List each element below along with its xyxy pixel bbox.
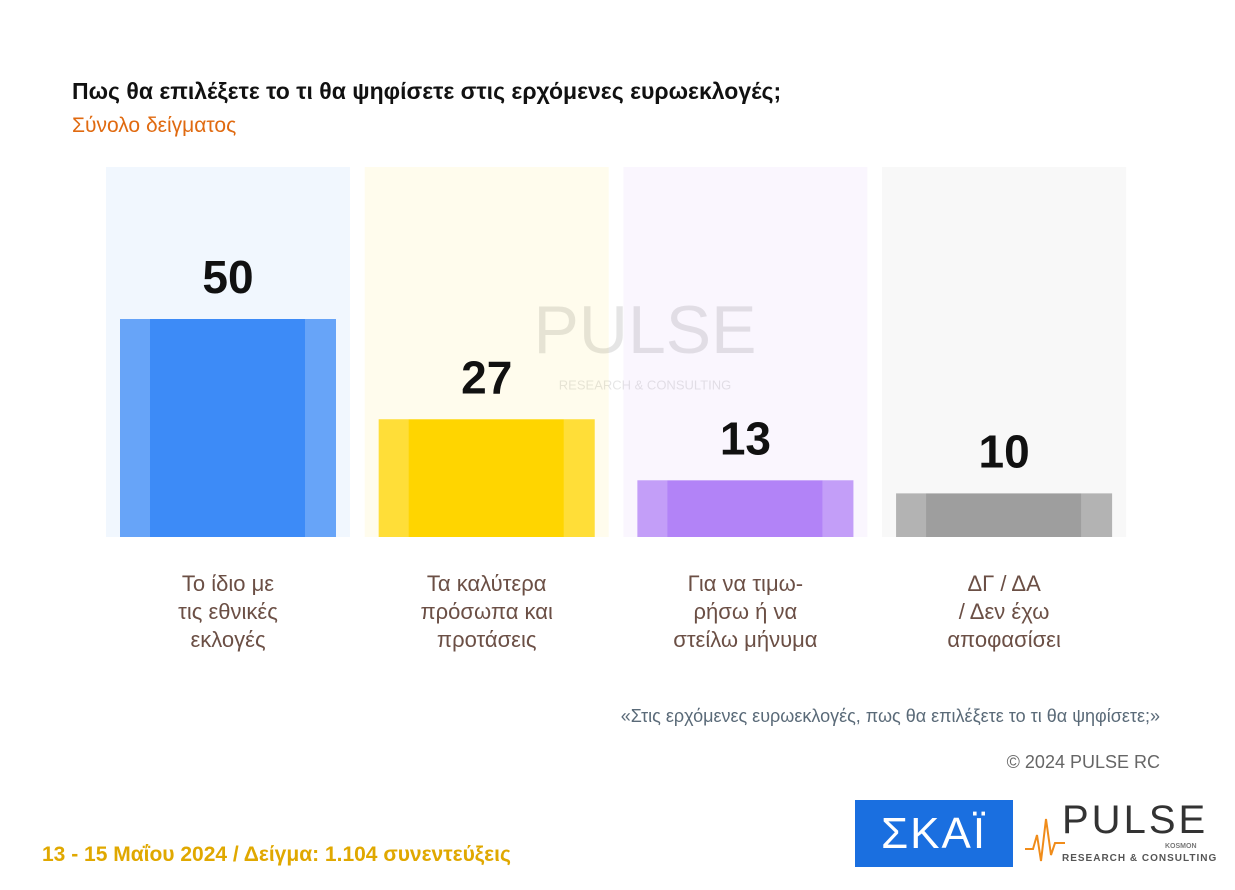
bar bbox=[896, 493, 1113, 537]
watermark-sub: RESEARCH & CONSULTING bbox=[559, 377, 731, 392]
bar-edge bbox=[563, 419, 595, 537]
pulse-logo: PULSE bbox=[1062, 798, 1209, 842]
fieldwork-note: 13 - 15 Μαΐου 2024 / Δείγμα: 1.104 συνεν… bbox=[42, 843, 511, 866]
pulse-tag: KOSMON bbox=[1165, 843, 1197, 850]
category-label: ΔΓ / ΔΑ / Δεν έχω αποφασίσει bbox=[947, 571, 1061, 652]
watermark: PULSE RESEARCH & CONSULTING bbox=[534, 292, 757, 392]
bar-edge bbox=[1081, 493, 1113, 537]
category-label: Το ίδιο με τις εθνικές εκλογές bbox=[178, 571, 278, 652]
pulse-wave bbox=[1025, 818, 1065, 862]
category-label: Για να τιμω- ρήσω ή να στείλω μήνυμα bbox=[673, 571, 818, 652]
value-label: 27 bbox=[461, 351, 512, 403]
copyright: © 2024 PULSE RC bbox=[1006, 752, 1160, 772]
chart-title: Πως θα επιλέξετε το τι θα ψηφίσετε στις … bbox=[72, 78, 782, 104]
question-note: «Στις ερχόμενες ευρωεκλογές, πως θα επιλ… bbox=[620, 706, 1160, 726]
panel bbox=[623, 167, 868, 537]
pulse-icon bbox=[1025, 818, 1065, 862]
chart-subtitle: Σύνολο δείγματος bbox=[72, 114, 237, 137]
category-label: Τα καλύτερα πρόσωπα και προτάσεις bbox=[420, 571, 553, 652]
pulse-sub: RESEARCH & CONSULTING bbox=[1062, 853, 1218, 864]
value-label: 13 bbox=[720, 412, 771, 464]
panel bbox=[882, 167, 1127, 537]
value-label: 10 bbox=[979, 426, 1030, 478]
bar-edge bbox=[637, 480, 668, 537]
bar-edge bbox=[822, 480, 854, 537]
chart: PULSE RESEARCH & CONSULTING 50 27 13 10 bbox=[106, 167, 1127, 537]
value-label: 50 bbox=[202, 251, 253, 303]
bar-edge bbox=[896, 493, 927, 537]
bar bbox=[637, 480, 854, 537]
skai-logo: ΣΚΑΪ bbox=[855, 800, 1013, 867]
bar bbox=[378, 419, 595, 537]
watermark-text: PULSE bbox=[534, 292, 757, 368]
bar-edge bbox=[378, 419, 409, 537]
bar-edge bbox=[120, 319, 150, 537]
bar-edge bbox=[305, 319, 336, 537]
bar bbox=[120, 319, 336, 537]
